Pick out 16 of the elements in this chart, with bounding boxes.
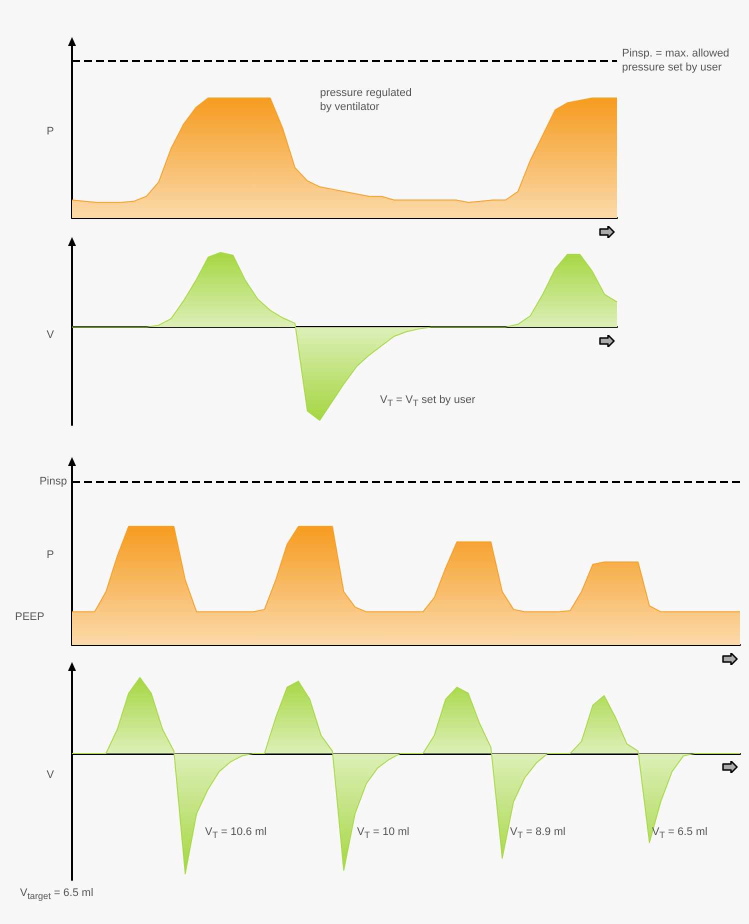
- text: V: [46, 769, 54, 781]
- text: $_{T}$ = 10.6 ml: [212, 826, 267, 840]
- text: $_{T}$ = V$_{T}$ set by user: [387, 394, 476, 408]
- annotation: pressure regulated by ventilator: [320, 86, 413, 114]
- y-axis-title: V: [205, 826, 212, 838]
- text: PEEP: [15, 610, 44, 624]
- y-axis-title: P: [46, 549, 54, 561]
- annotation: V$_{T}$ = 10 ml: [357, 825, 410, 842]
- text: V$_{target}$ = 6.5 ml: [20, 886, 94, 904]
- y-axis-title: P: [46, 126, 54, 138]
- text: V: [46, 329, 54, 341]
- annotation: V$_{T}$ = 6.5 ml: [652, 825, 708, 842]
- ref-line-label: Pinsp: [39, 475, 67, 488]
- ref-line-label: Pinsp. = max. allowed pressure set by user: [622, 48, 732, 74]
- annotation: V$_{T}$ = 8.9 ml: [510, 825, 566, 842]
- y-axis-title: V: [380, 394, 388, 406]
